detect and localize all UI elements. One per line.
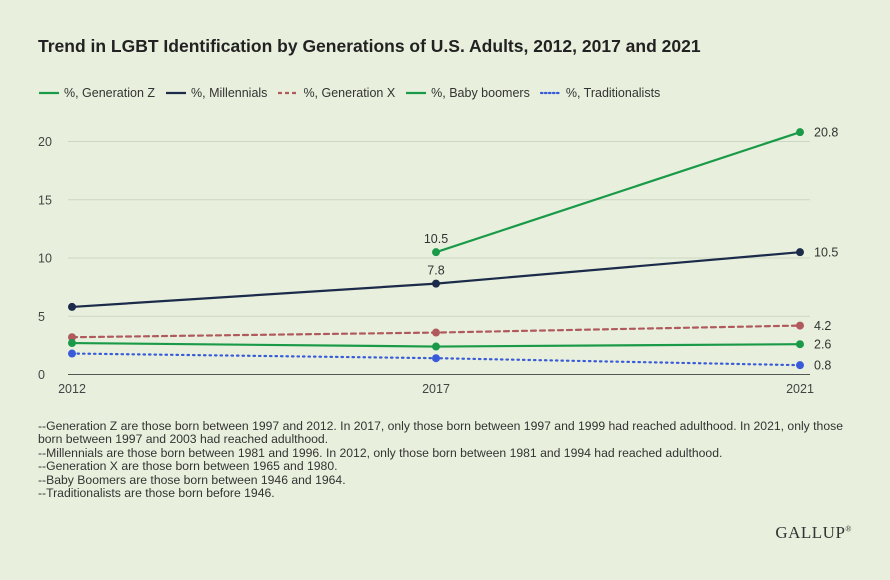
legend-item-generation-z[interactable]: %, Generation Z <box>38 86 155 100</box>
legend-label: %, Traditionalists <box>565 86 661 100</box>
legend-item-millennials[interactable]: %, Millennials <box>165 86 267 100</box>
footnotes: --Generation Z are those born between 19… <box>38 419 858 501</box>
chart-title: Trend in LGBT Identification by Generati… <box>38 36 701 56</box>
legend-item-traditionalists[interactable]: %, Traditionalists <box>539 86 661 100</box>
series-line-1 <box>70 251 802 309</box>
gallup-logo: GALLUP® <box>775 523 852 543</box>
data-label: 7.8 <box>427 264 444 278</box>
y-tick-label: 10 <box>38 252 52 266</box>
x-tick-label: 2017 <box>422 382 450 396</box>
data-point <box>432 279 440 288</box>
x-tick-label: 2021 <box>786 382 814 396</box>
legend-label: %, Baby boomers <box>431 86 530 100</box>
data-point <box>432 354 440 363</box>
data-label: 20.8 <box>814 126 838 140</box>
line-chart: 0 5 10 15 20 2012 2017 2021 10.5 20.8 7.8 10.5 4.2 2.… <box>38 126 838 396</box>
legend-label: %, Generation Z <box>64 86 156 100</box>
legend-label: %, Millennials <box>191 86 268 100</box>
footnote: --Generation X are those born between 19… <box>38 459 338 474</box>
legend-swatch-traditionalists <box>539 91 562 95</box>
y-tick-label: 0 <box>38 368 45 382</box>
legend-swatch-millennials <box>166 91 187 95</box>
data-point <box>796 248 804 257</box>
data-point <box>68 349 76 358</box>
legend-swatch-baby-boomers <box>406 91 427 95</box>
data-label: 10.5 <box>814 246 838 260</box>
data-point <box>432 342 440 351</box>
chart-legend: %, Generation Z %, Millennials %, Genera… <box>38 86 670 100</box>
footnote: --Millennials are those born between 198… <box>38 445 723 460</box>
y-tick-label: 15 <box>38 193 52 207</box>
footnote: --Traditionalists are those born before … <box>38 486 275 501</box>
legend-swatch-generation-x <box>278 91 299 95</box>
legend-label: %, Generation X <box>303 86 396 100</box>
logo-text: GALLUP <box>775 523 846 542</box>
data-point <box>68 333 76 342</box>
data-point <box>796 128 804 137</box>
data-point <box>68 339 76 348</box>
data-point <box>68 302 76 311</box>
data-label: 4.2 <box>814 319 831 333</box>
data-label: 10.5 <box>424 232 448 246</box>
data-point <box>796 361 804 370</box>
data-point <box>432 248 440 257</box>
data-point <box>432 328 440 337</box>
data-point <box>796 321 804 330</box>
y-tick-label: 5 <box>38 310 45 324</box>
legend-item-baby-boomers[interactable]: %, Baby boomers <box>405 86 530 100</box>
legend-item-generation-x[interactable]: %, Generation X <box>277 86 395 100</box>
footnote: --Baby Boomers are those born between 19… <box>38 472 346 487</box>
y-tick-label: 20 <box>38 135 52 149</box>
legend-swatch-generation-z <box>39 91 59 95</box>
x-tick-label: 2012 <box>58 382 86 396</box>
data-label: 2.6 <box>814 338 831 352</box>
data-label: 0.8 <box>814 359 831 373</box>
data-point <box>796 340 804 349</box>
series-line-0 <box>434 131 802 254</box>
footnote: --Generation Z are those born between 19… <box>38 419 843 447</box>
registered-mark: ® <box>845 524 852 534</box>
